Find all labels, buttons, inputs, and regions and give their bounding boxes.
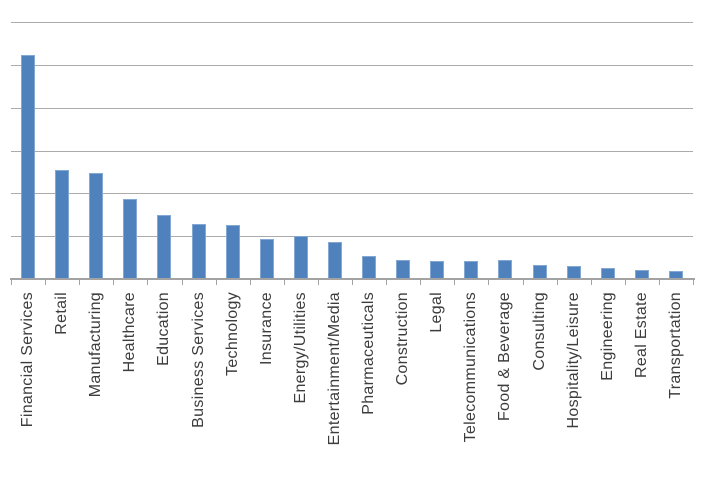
bar-business-services — [191, 224, 206, 279]
category-label: Transportation — [666, 292, 684, 399]
bar-financial-services — [21, 55, 36, 279]
category-label: Technology — [223, 292, 241, 376]
bar-consulting — [532, 265, 547, 279]
gridline — [11, 236, 693, 238]
category-label: Food & Beverage — [496, 292, 514, 422]
x-axis-tick — [79, 280, 81, 285]
x-axis-tick — [283, 280, 285, 285]
category-label: Energy/Utilities — [291, 292, 309, 404]
bar-pharmaceuticals — [362, 256, 377, 279]
category-label: Education — [155, 292, 173, 366]
category-label: Business Services — [189, 292, 207, 428]
bar-construction — [396, 260, 411, 279]
bar-engineering — [600, 268, 615, 279]
bar-energy-utilities — [293, 236, 308, 279]
category-label: Telecommunications — [462, 292, 480, 443]
bar-hospitality-leisure — [566, 266, 581, 279]
plot-area — [11, 22, 693, 279]
bar-transportation — [668, 271, 683, 279]
gridline — [11, 22, 693, 23]
gridline — [11, 150, 693, 152]
gridline — [11, 107, 693, 109]
x-axis-tick — [147, 280, 149, 285]
gridline — [11, 193, 693, 195]
category-label: Construction — [394, 292, 412, 386]
bar-insurance — [259, 239, 274, 279]
bar-food-beverage — [498, 260, 513, 279]
bar-technology — [225, 225, 240, 279]
x-axis-tick — [386, 280, 388, 285]
category-label: Healthcare — [121, 292, 139, 373]
x-axis-tick — [11, 280, 12, 285]
x-axis-tick — [624, 280, 626, 285]
x-axis-tick — [658, 280, 660, 285]
bar-manufacturing — [89, 173, 104, 279]
category-label: Entertainment/Media — [325, 292, 343, 446]
x-axis-tick — [181, 280, 183, 285]
category-label: Pharmaceuticals — [360, 292, 378, 415]
category-label: Engineering — [598, 292, 616, 381]
category-label: Real Estate — [632, 292, 650, 379]
x-axis-tick — [317, 280, 319, 285]
x-axis-tick — [249, 280, 251, 285]
x-axis-tick — [352, 280, 353, 285]
x-axis-tick — [556, 280, 558, 285]
category-label: Retail — [53, 292, 71, 335]
bar-entertainment-media — [327, 242, 342, 279]
category-label: Consulting — [530, 292, 548, 371]
x-axis-tick — [693, 280, 694, 285]
x-axis-tick — [420, 280, 422, 285]
bar-telecommunications — [464, 261, 479, 279]
x-axis-tick — [454, 280, 456, 285]
category-label: Manufacturing — [87, 292, 105, 398]
category-label: Legal — [428, 292, 446, 333]
x-axis-tick — [590, 280, 592, 285]
gridline — [11, 64, 693, 66]
x-axis-tick — [522, 280, 524, 285]
category-label: Financial Services — [19, 292, 37, 428]
bar-real-estate — [634, 270, 649, 279]
x-axis-line — [10, 278, 695, 280]
category-label: Insurance — [257, 292, 275, 365]
x-axis-tick — [113, 280, 115, 285]
bar-retail — [55, 170, 70, 279]
x-axis-tick — [45, 280, 47, 285]
x-axis-tick — [488, 280, 490, 285]
bar-education — [157, 215, 172, 279]
bar-legal — [430, 261, 445, 279]
x-axis-tick — [215, 280, 217, 285]
category-label: Hospitality/Leisure — [564, 292, 582, 429]
bar-healthcare — [123, 199, 138, 279]
